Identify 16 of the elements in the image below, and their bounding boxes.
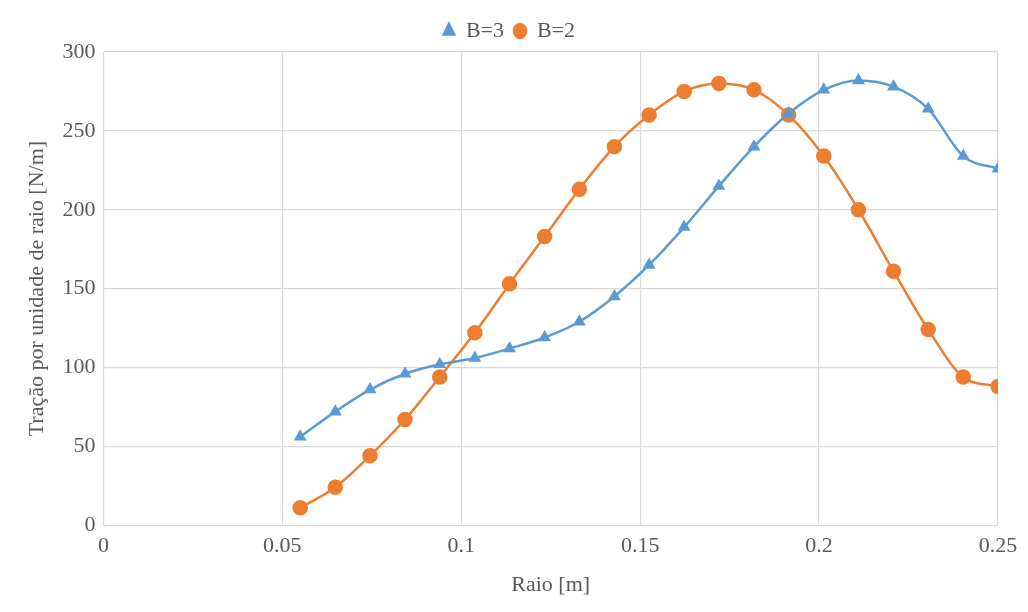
- y-tick-label: 100: [62, 353, 96, 379]
- legend-label: B=2: [537, 16, 576, 42]
- x-tick-label: 0.15: [620, 532, 660, 558]
- x-tick-label: 0.05: [263, 532, 302, 558]
- y-tick-label: 0: [84, 510, 96, 536]
- x-tick-label: 0.1: [447, 532, 475, 558]
- y-tick-label: 50: [73, 432, 96, 458]
- x-axis-title: Raio [m]: [511, 570, 591, 596]
- y-tick-label: 250: [62, 116, 96, 142]
- y-tick-label: 200: [62, 195, 96, 221]
- y-tick-label: 150: [62, 274, 96, 300]
- y-tick-label: 300: [62, 37, 96, 63]
- y-axis-title: Tração por unidade de raio [N/m]: [22, 140, 48, 437]
- legend-label: B=3: [465, 16, 505, 42]
- x-tick-label: 0.25: [978, 532, 1018, 558]
- x-tick-label: 0.2: [805, 532, 833, 558]
